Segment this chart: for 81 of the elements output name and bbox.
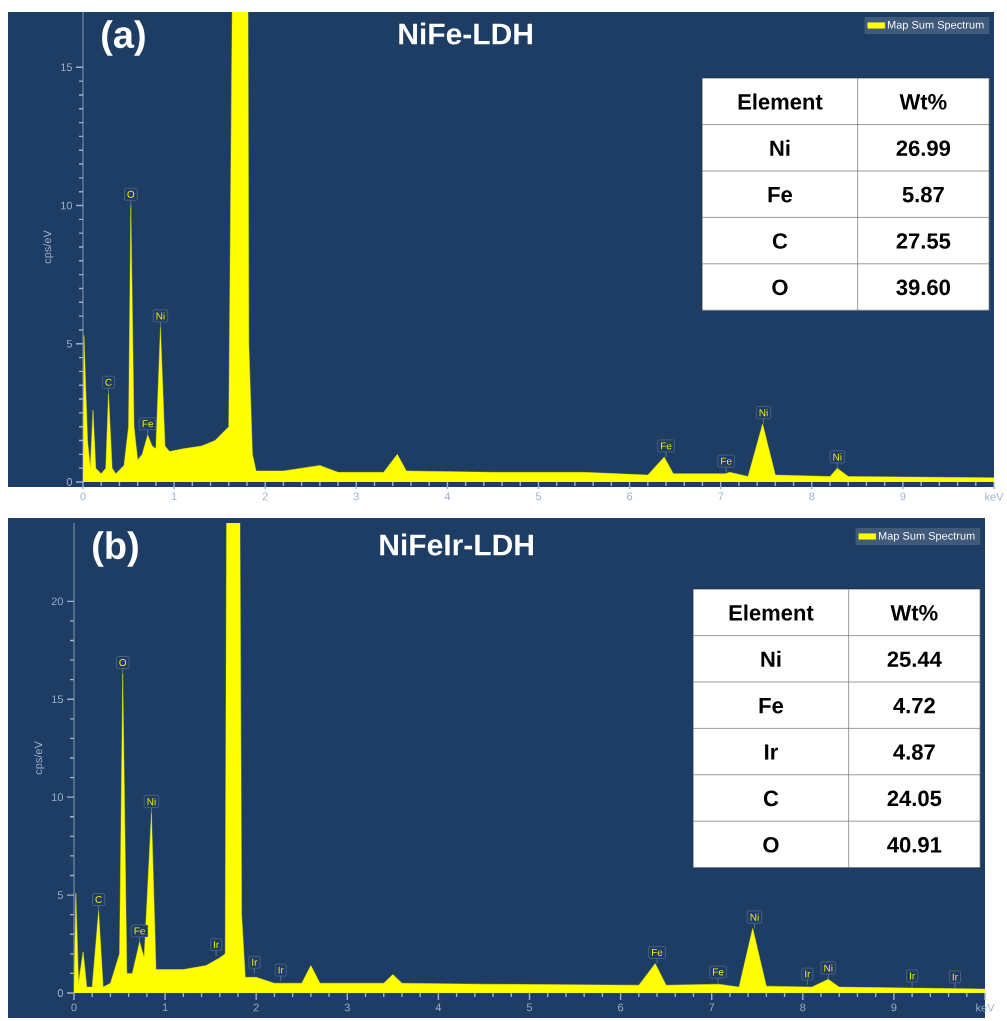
annotation: C (764, 790, 779, 807)
x-tick-label: 6 (618, 1003, 624, 1012)
annotation: Ni (833, 453, 842, 461)
annotation: 5.87 (902, 186, 944, 203)
annotation: Fe (661, 442, 672, 450)
annotation: Ir (278, 966, 284, 974)
annotation: C (105, 378, 112, 386)
annotation: Fe (713, 968, 724, 976)
x-tick-label: 2 (253, 1003, 259, 1012)
annotation: Wt% (890, 605, 938, 621)
annotation: O (763, 837, 779, 853)
annotation: 25.44 (887, 651, 942, 668)
x-tick-label: 5 (526, 1003, 533, 1012)
x-tick-label: 3 (344, 1003, 350, 1012)
annotation: Ni (147, 797, 156, 806)
chart-title: NiFeIr-LDH (380, 533, 534, 556)
y-tick-label: 0 (66, 478, 73, 486)
annotation: (b) (93, 531, 138, 567)
annotation: Wt% (899, 94, 947, 110)
annotation: Fe (134, 927, 146, 935)
annotation: O (127, 190, 135, 198)
annotation: Element (729, 604, 814, 621)
annotation: Element (738, 93, 823, 110)
y-tick-label: 10 (52, 793, 64, 802)
x-tick-label: 8 (800, 1003, 806, 1012)
x-tick-label: 7 (718, 492, 724, 501)
x-tick-label: 2 (262, 492, 268, 501)
annotation: Ni (750, 913, 759, 921)
annotation: C (95, 895, 102, 904)
x-tick-label: 6 (627, 492, 633, 501)
annotation: (a) (102, 20, 145, 56)
y-tick-label: 20 (51, 597, 64, 606)
annotation: Ni (759, 408, 768, 417)
annotation: Ni (761, 650, 781, 667)
chart-title: NiFe-LDH (399, 22, 533, 45)
y-axis-title: cps/eV (34, 741, 45, 775)
y-tick-label: 15 (52, 695, 64, 704)
annotation: 4.72 (893, 697, 935, 714)
y-tick-label: 15 (61, 63, 73, 72)
x-tick-label: 4 (444, 492, 451, 501)
x-tick-label: 1 (171, 492, 177, 501)
x-tick-label: 8 (809, 492, 815, 501)
annotation: Ni (824, 964, 833, 972)
annotation: 26.99 (896, 140, 951, 157)
x-tick-label: 4 (435, 1003, 442, 1012)
annotation: 40.91 (887, 837, 942, 853)
x-tick-label: 0 (80, 492, 86, 501)
annotation: 27.55 (896, 233, 951, 249)
annotation: Fe (142, 420, 154, 428)
x-tick-label: 9 (891, 1003, 897, 1012)
x-tick-label: 5 (535, 492, 542, 501)
annotation: Ni (156, 312, 165, 320)
annotation: C (773, 233, 788, 249)
annotation: Fe (768, 187, 793, 203)
y-tick-label: 10 (61, 201, 73, 210)
annotation: Ir (805, 970, 811, 978)
annotation: Fe (759, 698, 784, 714)
annotation: 39.60 (896, 279, 951, 296)
annotation: Ir (765, 744, 779, 760)
x-tick-label: keV (985, 492, 1004, 501)
annotation: O (119, 659, 127, 667)
y-tick-label: 5 (57, 891, 64, 899)
x-tick-label: 9 (900, 492, 906, 501)
annotation: Fe (652, 948, 663, 956)
annotation: O (772, 279, 788, 296)
legend-label: Map Sum Spectrum (888, 20, 984, 31)
annotation: Ir (952, 973, 958, 981)
y-tick-label: 0 (57, 989, 64, 997)
y-tick-label: 5 (66, 339, 73, 348)
annotation: 24.05 (887, 790, 942, 807)
annotation: Ir (214, 941, 220, 949)
annotation: Ni (770, 139, 790, 156)
annotation: Ir (252, 958, 258, 966)
y-axis-title: cps/eV (43, 230, 54, 264)
annotation: Ir (910, 972, 916, 980)
legend-label: Map Sum Spectrum (879, 531, 975, 542)
x-tick-label: 7 (709, 1003, 715, 1012)
annotation: Fe (721, 457, 732, 465)
x-tick-label: 3 (353, 492, 359, 501)
annotation: 4.87 (893, 744, 935, 760)
x-tick-label: 1 (162, 1003, 168, 1012)
